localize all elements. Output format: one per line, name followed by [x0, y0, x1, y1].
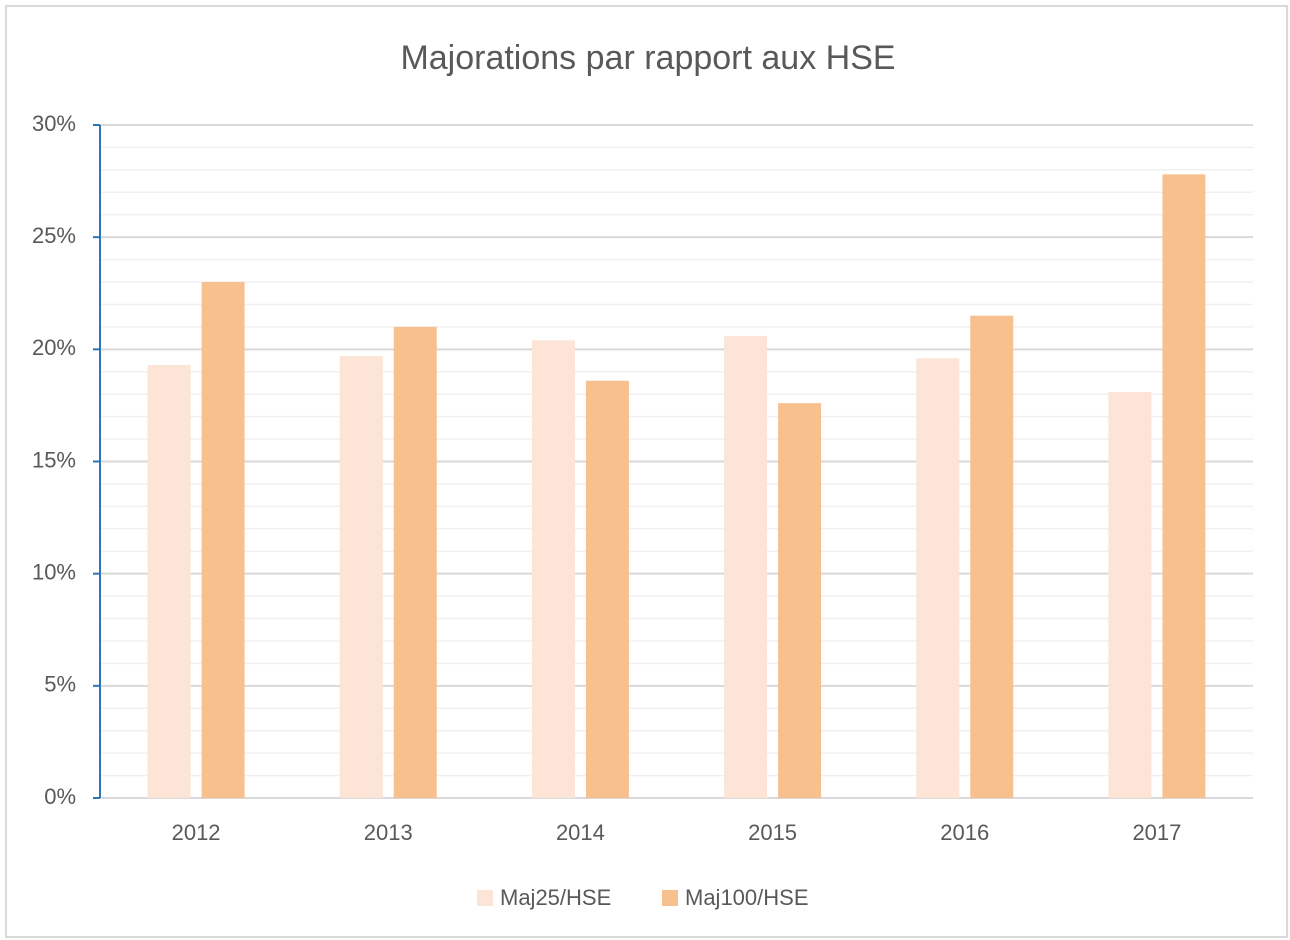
- y-tick-label: 10%: [32, 559, 76, 584]
- bar: [724, 335, 768, 798]
- x-tick-label: 2012: [172, 820, 221, 845]
- x-tick-label: 2016: [940, 820, 989, 845]
- bar: [147, 365, 191, 798]
- y-tick-label: 20%: [32, 335, 76, 360]
- bar: [531, 340, 575, 798]
- y-tick-label: 30%: [32, 111, 76, 136]
- x-tick-label: 2014: [556, 820, 605, 845]
- x-tick-label: 2017: [1132, 820, 1181, 845]
- legend-swatch: [477, 890, 493, 906]
- bar: [1108, 391, 1152, 798]
- legend-label: Maj25/HSE: [500, 885, 611, 910]
- bar: [1162, 174, 1206, 798]
- bar: [201, 282, 245, 798]
- chart-title: Majorations par rapport aux HSE: [400, 39, 895, 77]
- y-tick-label: 0%: [44, 784, 76, 809]
- bar: [393, 326, 437, 798]
- bar: [778, 403, 822, 798]
- legend-swatch: [662, 890, 678, 906]
- legend-label: Maj100/HSE: [685, 885, 809, 910]
- bar: [970, 315, 1014, 798]
- y-tick-label: 25%: [32, 223, 76, 248]
- bar: [585, 380, 629, 798]
- y-tick-label: 5%: [44, 672, 76, 697]
- x-tick-label: 2013: [364, 820, 413, 845]
- bar: [916, 358, 960, 798]
- x-tick-label: 2015: [748, 820, 797, 845]
- bar: [339, 356, 383, 798]
- y-tick-label: 15%: [32, 447, 76, 472]
